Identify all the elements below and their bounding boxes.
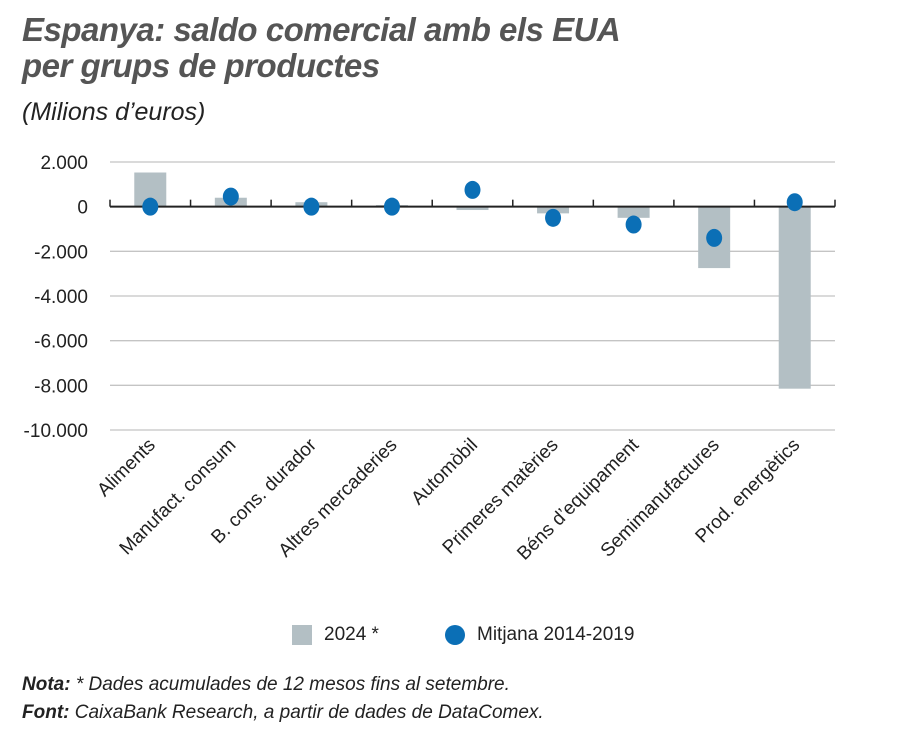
dot <box>625 215 642 234</box>
bar <box>617 206 650 218</box>
source-text: CaixaBank Research, a partir de dades de… <box>69 702 544 723</box>
dot <box>545 208 562 227</box>
title-line-1: Espanya: saldo comercial amb els EUA <box>22 11 621 48</box>
legend-item-bar: 2024 * <box>292 624 379 646</box>
dot <box>786 193 803 212</box>
bar <box>778 206 811 389</box>
y-tick-label: -2.000 <box>34 242 88 263</box>
legend-dot-label: Mitjana 2014-2019 <box>477 624 635 645</box>
dot <box>142 197 159 216</box>
y-tick-label: -6.000 <box>34 332 88 353</box>
unit-label: (Milions d’euros) <box>22 98 206 126</box>
y-tick-label: -4.000 <box>34 287 88 308</box>
note: Nota: * Dades acumulades de 12 mesos fin… <box>22 674 510 696</box>
legend-bar-swatch <box>292 625 312 645</box>
dot <box>706 228 723 247</box>
dot <box>464 180 481 199</box>
dot <box>383 197 400 216</box>
chart-title: Espanya: saldo comercial amb els EUA per… <box>22 11 621 84</box>
x-tick-label: Automòbil <box>407 435 482 510</box>
source-label: Font: <box>22 702 70 723</box>
title-line-2: per grups de productes <box>22 47 380 84</box>
legend-item-dot: Mitjana 2014-2019 <box>445 624 634 646</box>
bar-chart: 2.000 0 -2.000 -4.000 -6.000 -8.000 -10.000Ali… <box>24 153 836 565</box>
note-label: Nota: <box>22 674 71 695</box>
source: Font: CaixaBank Research, a partir de da… <box>22 702 544 724</box>
y-tick-label: -10.000 <box>24 421 88 442</box>
legend-dot-swatch <box>445 625 465 645</box>
y-tick-label: 0 <box>77 198 88 219</box>
bar <box>456 206 489 211</box>
dot <box>222 187 239 206</box>
y-tick-label: 2.000 <box>40 153 88 174</box>
y-tick-label: -8.000 <box>34 376 88 397</box>
x-tick-label: Aliments <box>93 435 159 501</box>
note-text: * Dades acumulades de 12 mesos fins al s… <box>70 674 510 695</box>
legend-bar-label: 2024 * <box>324 624 379 645</box>
dot <box>303 197 320 216</box>
